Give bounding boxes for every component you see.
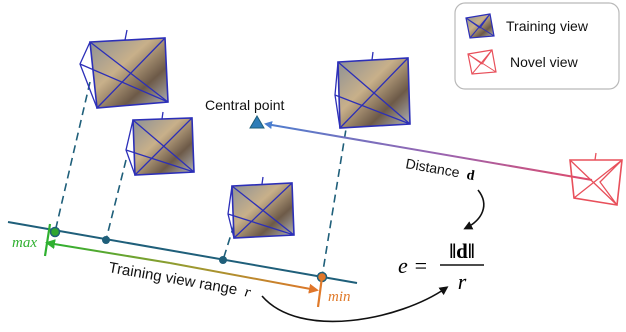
min-tick: [316, 276, 324, 308]
distance-to-formula-arrow: [463, 189, 485, 230]
max-tick: [43, 223, 52, 257]
distance-arrow: [264, 121, 593, 181]
node-2: [102, 236, 110, 244]
central-point-marker: [249, 115, 265, 129]
baseline: [7, 221, 358, 284]
range-to-formula-arrow: [261, 286, 449, 323]
distance-text: Distance: [404, 155, 461, 180]
range-arrow-max: [45, 239, 171, 264]
formula-denominator: r: [458, 269, 467, 294]
projection-line-2: [105, 159, 127, 241]
training-view-legend-icon: [465, 13, 495, 39]
training-camera-4: [334, 51, 411, 129]
training-camera-1: [79, 29, 169, 109]
central-point-label: Central point: [205, 97, 284, 113]
range-arrow-min: [169, 262, 319, 294]
novel-camera: [569, 152, 623, 206]
max-label: max: [12, 235, 37, 251]
training-camera-3: [227, 176, 295, 239]
training-camera-2: [125, 111, 195, 176]
projection-lines: [54, 81, 353, 278]
min-label: min: [328, 289, 351, 305]
node-max: [49, 226, 61, 238]
distance-symbol: d: [465, 168, 475, 184]
legend-box: [454, 2, 620, 90]
training-range-text: Training view range: [107, 259, 238, 298]
projection-line-1: [54, 81, 91, 233]
novel-view-legend-icon: [467, 49, 497, 75]
legend-novel-label: Novel view: [510, 54, 579, 70]
formula: e = ‖d‖ r: [398, 239, 484, 294]
legend: Training view Novel view: [454, 2, 620, 90]
formula-numerator: ‖d‖: [449, 239, 474, 263]
node-3: [219, 256, 227, 264]
legend-training-label: Training view: [506, 18, 589, 34]
training-range-symbol: r: [243, 284, 252, 301]
formula-lhs: e =: [398, 253, 428, 278]
distance-label: Distance d: [404, 155, 476, 184]
